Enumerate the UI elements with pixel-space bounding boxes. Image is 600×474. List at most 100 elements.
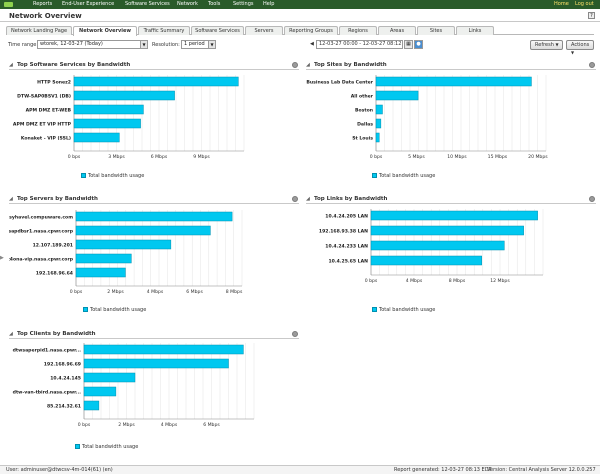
bar bbox=[73, 104, 144, 115]
calendar-icon[interactable]: ▦ bbox=[404, 40, 413, 49]
tab-regions[interactable]: Regions bbox=[339, 26, 377, 35]
category-label: 10.4.24.145 bbox=[50, 375, 81, 381]
bar bbox=[75, 253, 132, 264]
panel-title: Top Servers by Bandwidth bbox=[17, 196, 98, 202]
top-navigation-bar: Reports End-User Experience Software Ser… bbox=[0, 0, 600, 9]
tab-reporting-groups[interactable]: Reporting Groups bbox=[284, 26, 338, 35]
logout-link[interactable]: Log out bbox=[575, 1, 594, 7]
panel-top-clients: ◢ Top Clients by Bandwidth 0 bps 2 Mbps 4 … bbox=[9, 330, 299, 456]
tab-links[interactable]: Links bbox=[456, 26, 494, 35]
chevron-down-icon: ▼ bbox=[208, 41, 215, 48]
chevron-down-icon: ▼ bbox=[571, 50, 575, 55]
bar bbox=[83, 358, 229, 369]
bar bbox=[73, 90, 175, 101]
category-label: APM DMZ ET VIP HTTP bbox=[13, 121, 72, 127]
bar bbox=[370, 240, 505, 251]
collapse-caret-icon[interactable]: ◢ bbox=[306, 196, 310, 202]
tab-traffic-summary[interactable]: Traffic Summary bbox=[138, 26, 190, 35]
bar bbox=[370, 210, 538, 221]
x-tick-label: 4 Mbps bbox=[161, 422, 178, 428]
nav-tools[interactable]: Tools bbox=[208, 1, 221, 7]
previous-period-icon[interactable]: ◀ bbox=[310, 41, 314, 47]
panel-title: Top Clients by Bandwidth bbox=[17, 331, 96, 337]
legend-label: Total bandwidth usage bbox=[90, 307, 147, 313]
status-report-generated: Report generated: 12-03-27 08:13 EDT bbox=[394, 467, 492, 473]
tab-software-services[interactable]: Software Services bbox=[191, 26, 244, 35]
chart-legend: Total bandwidth usage bbox=[81, 173, 144, 179]
bar bbox=[375, 104, 383, 115]
legend-label: Total bandwidth usage bbox=[88, 173, 145, 179]
apply-date-icon[interactable]: ● bbox=[414, 40, 423, 49]
bar bbox=[75, 267, 126, 278]
category-label: APM DMZ ET-WEB bbox=[26, 107, 72, 113]
tab-servers[interactable]: Servers bbox=[245, 26, 283, 35]
home-link[interactable]: Home bbox=[554, 1, 569, 7]
side-panel-toggle-icon[interactable]: ▶ bbox=[0, 255, 4, 261]
nav-settings[interactable]: Settings bbox=[233, 1, 254, 7]
panel-options-icon[interactable] bbox=[292, 62, 298, 68]
collapse-caret-icon[interactable]: ◢ bbox=[9, 196, 13, 202]
x-tick-label: 6 Mbps bbox=[186, 289, 203, 295]
actions-button[interactable]: Actions ▼ bbox=[566, 40, 594, 55]
panel-top-sites: ◢ Top Sites by Bandwidth 0 bps 5 Mbps 10 M… bbox=[306, 61, 596, 187]
category-label: St Louis bbox=[352, 135, 373, 141]
time-range-value: wtorek, 12-03-27 (Today) bbox=[40, 41, 103, 47]
x-tick-label: 4 Mbps bbox=[406, 278, 423, 284]
panel-title: Top Links by Bandwidth bbox=[314, 196, 388, 202]
x-tick-label: 0 bps bbox=[68, 154, 81, 160]
chevron-down-icon: ▼ bbox=[555, 42, 559, 47]
tab-areas[interactable]: Areas bbox=[378, 26, 416, 35]
bar bbox=[83, 344, 244, 355]
tab-network-landing-page[interactable]: Network Landing Page bbox=[6, 26, 72, 35]
help-button[interactable]: ? bbox=[588, 12, 595, 19]
nav-end-user-experience[interactable]: End-User Experience bbox=[62, 1, 115, 7]
bar bbox=[83, 386, 117, 397]
category-label: HTTP Sonez2 bbox=[37, 79, 71, 85]
legend-swatch bbox=[81, 173, 86, 178]
bar bbox=[370, 255, 482, 266]
collapse-caret-icon[interactable]: ◢ bbox=[9, 331, 13, 337]
nav-software-services[interactable]: Software Services bbox=[125, 1, 170, 7]
collapse-caret-icon[interactable]: ◢ bbox=[306, 62, 310, 68]
time-range-select[interactable]: wtorek, 12-03-27 (Today) ▼ bbox=[37, 40, 148, 49]
report-toolbar: Time range: wtorek, 12-03-27 (Today) ▼ R… bbox=[6, 39, 594, 55]
x-tick-label: 12 Mbps bbox=[490, 278, 510, 284]
panel-options-icon[interactable] bbox=[292, 196, 298, 202]
x-tick-label: 8 Mbps bbox=[449, 278, 466, 284]
refresh-button[interactable]: Refresh ▼ bbox=[530, 40, 563, 50]
collapse-caret-icon[interactable]: ◢ bbox=[9, 62, 13, 68]
category-label: 12.107.189.201 bbox=[33, 242, 73, 248]
nav-help[interactable]: Help bbox=[263, 1, 275, 7]
bar bbox=[375, 90, 419, 101]
resolution-select[interactable]: 1 period ▼ bbox=[181, 40, 216, 49]
legend-swatch bbox=[372, 307, 377, 312]
bar-chart: 0 bps 5 Mbps 10 Mbps 15 Mbps 20 Mbps Business… bbox=[306, 75, 548, 160]
legend-swatch bbox=[75, 444, 80, 449]
bar-chart: 0 bps 2 Mbps 4 Mbps 6 Mbps 8 Mbps apm-demo.ea… bbox=[9, 210, 243, 295]
x-tick-label: 8 Mbps bbox=[226, 289, 243, 295]
chart-legend: Total bandwidth usage bbox=[372, 307, 435, 313]
panel-options-icon[interactable] bbox=[589, 196, 595, 202]
x-tick-label: 0 bps bbox=[78, 422, 91, 428]
page-header: Network Overview ? bbox=[0, 10, 600, 22]
time-range-label: Time range: bbox=[8, 42, 39, 48]
date-range-field[interactable]: 12-03-27 00:00 - 12-03-27 08:12 bbox=[316, 40, 403, 49]
chevron-down-icon: ▼ bbox=[140, 41, 147, 48]
category-label: Konaket - VIP (SSL) bbox=[21, 135, 71, 141]
legend-swatch bbox=[372, 173, 377, 178]
status-bar: User: adminuser@dtwcsv-4m-014(61) (en) R… bbox=[0, 465, 600, 474]
category-label: 10.4.24.205 LAN bbox=[325, 213, 368, 219]
bar bbox=[375, 76, 532, 87]
tab-sites[interactable]: Sites bbox=[417, 26, 455, 35]
legend-swatch bbox=[83, 307, 88, 312]
x-tick-label: 15 Mbps bbox=[488, 154, 508, 160]
category-label: apm-demo.easyhavel.compuware.com bbox=[9, 214, 73, 220]
nav-network[interactable]: Network bbox=[177, 1, 198, 7]
panel-options-icon[interactable] bbox=[292, 331, 298, 337]
bar bbox=[73, 118, 141, 129]
status-version: Version: Central Analysis Server 12.0.0.… bbox=[487, 467, 596, 473]
tab-network-overview[interactable]: Network Overview bbox=[73, 26, 137, 36]
category-label: dtwsapdbsr1.nasa.cpwr.corp bbox=[9, 228, 74, 234]
panel-options-icon[interactable] bbox=[589, 62, 595, 68]
nav-reports[interactable]: Reports bbox=[33, 1, 53, 7]
